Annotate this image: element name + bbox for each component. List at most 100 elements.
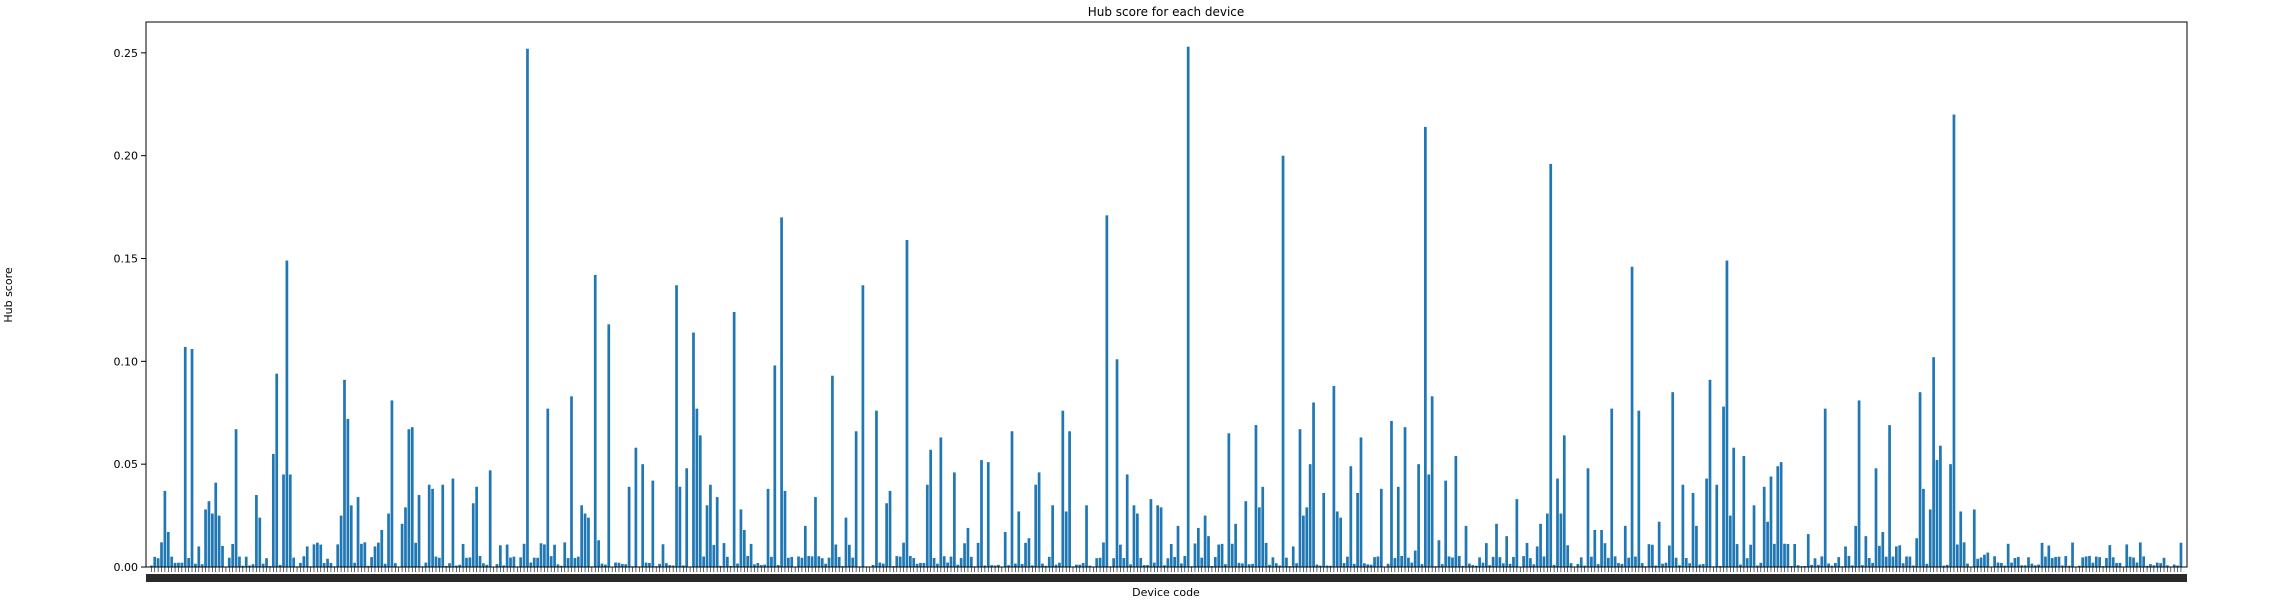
bar: [800, 557, 804, 567]
bar: [204, 509, 207, 567]
bar: [2023, 565, 2027, 567]
bar: [709, 484, 712, 567]
bar: [881, 563, 885, 567]
bar: [1146, 565, 1149, 567]
bar: [1766, 521, 1769, 567]
bar: [1732, 447, 1736, 567]
bar: [942, 556, 946, 567]
bar: [1400, 556, 1403, 567]
bar: [980, 460, 983, 567]
bar: [2057, 556, 2061, 567]
bar: [1457, 556, 1461, 567]
bar: [177, 562, 180, 567]
bar: [1396, 486, 1400, 567]
bar: [1552, 564, 1556, 567]
bar: [1054, 564, 1058, 567]
bar: [658, 563, 661, 567]
bar: [746, 555, 750, 567]
bar: [1278, 565, 1282, 567]
bar: [1698, 564, 1702, 567]
bar: [959, 558, 963, 567]
bar: [160, 542, 163, 567]
bar: [221, 545, 224, 567]
bar: [2006, 543, 2010, 567]
bar: [1949, 464, 1952, 567]
bar: [1003, 532, 1007, 567]
bar: [1102, 542, 1105, 567]
bar: [939, 437, 943, 567]
bar: [1251, 563, 1254, 567]
bar: [648, 563, 651, 567]
bar: [1481, 562, 1485, 567]
bar: [1796, 565, 1800, 567]
bar: [288, 474, 292, 567]
bar: [1718, 565, 1722, 567]
bar: [1749, 544, 1752, 567]
bar: [1684, 558, 1688, 567]
bar: [827, 557, 831, 567]
y-tick-label: 0.15: [114, 253, 139, 266]
bar: [1149, 499, 1153, 567]
bar: [1562, 435, 1566, 567]
bar: [1830, 565, 1834, 567]
bar: [559, 565, 563, 567]
bar: [1901, 563, 1905, 567]
bar: [299, 562, 302, 567]
bar: [1529, 558, 1532, 567]
bar: [624, 564, 628, 567]
bar: [1691, 492, 1695, 567]
bar: [749, 543, 753, 567]
bar: [1464, 525, 1468, 567]
bar: [1264, 542, 1268, 567]
bar: [227, 557, 231, 567]
bar: [1861, 565, 1864, 567]
bar: [187, 558, 190, 567]
bar: [502, 565, 506, 567]
bar: [1349, 466, 1353, 567]
bar: [1379, 488, 1383, 567]
bar: [1203, 515, 1207, 567]
bar: [377, 542, 380, 567]
bar: [675, 285, 678, 567]
bar: [2067, 565, 2071, 567]
bar: [427, 484, 431, 567]
bar: [1373, 557, 1376, 567]
bar: [2155, 562, 2159, 567]
bar: [644, 562, 648, 567]
bar: [1545, 513, 1549, 567]
bar: [1955, 544, 1959, 567]
bar: [1745, 558, 1749, 567]
bar: [336, 544, 340, 567]
bar: [1230, 543, 1234, 567]
bar: [1549, 163, 1553, 567]
bar: [1515, 499, 1519, 567]
bar: [898, 556, 902, 567]
bar: [1268, 564, 1271, 567]
bar: [2172, 564, 2176, 567]
bar: [1030, 565, 1034, 567]
plot-frame: [145, 21, 2188, 568]
bar: [712, 544, 716, 567]
bar: [1976, 558, 1980, 567]
bar: [1617, 563, 1620, 567]
bar: [949, 556, 953, 567]
bar: [458, 564, 462, 567]
bar: [393, 563, 397, 567]
bar: [2061, 565, 2064, 567]
bar: [976, 542, 980, 567]
bar: [285, 260, 289, 567]
bar: [322, 563, 326, 567]
bar: [753, 564, 756, 567]
bar: [271, 453, 275, 567]
bar: [919, 562, 922, 567]
bar: [1424, 126, 1427, 567]
bar: [2135, 562, 2139, 567]
bar: [1315, 564, 1319, 567]
bar: [278, 564, 282, 567]
bar: [1393, 558, 1397, 567]
bar: [495, 564, 499, 567]
bar: [482, 563, 485, 567]
bar: [1725, 260, 1729, 567]
bar: [2145, 565, 2149, 567]
bar: [956, 564, 960, 567]
